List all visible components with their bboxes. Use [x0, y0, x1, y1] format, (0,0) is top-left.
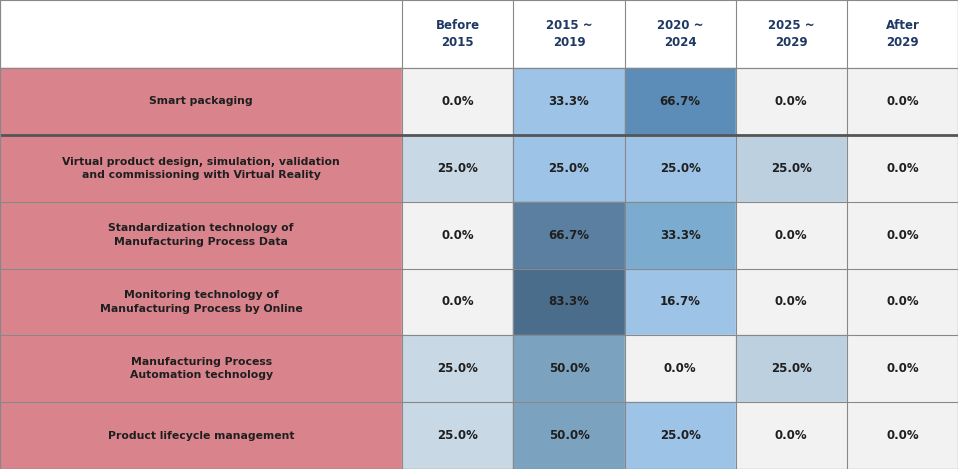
- Bar: [0, 268, 402, 335]
- Bar: [736, 135, 847, 202]
- Text: Before
2015: Before 2015: [436, 19, 480, 49]
- Bar: [0, 202, 402, 268]
- Bar: [847, 335, 958, 402]
- Bar: [402, 402, 513, 469]
- Text: 0.0%: 0.0%: [886, 228, 919, 242]
- Bar: [736, 68, 847, 135]
- Bar: [402, 335, 513, 402]
- Text: 50.0%: 50.0%: [549, 429, 589, 442]
- Text: Monitoring technology of
Manufacturing Process by Online: Monitoring technology of Manufacturing P…: [100, 290, 303, 313]
- Text: 2015 ~
2019: 2015 ~ 2019: [546, 19, 592, 49]
- Text: 0.0%: 0.0%: [775, 228, 808, 242]
- Bar: [513, 268, 625, 335]
- Bar: [0, 402, 402, 469]
- Bar: [847, 202, 958, 268]
- Text: 25.0%: 25.0%: [660, 162, 700, 175]
- Bar: [625, 268, 736, 335]
- Bar: [0, 335, 402, 402]
- Text: 0.0%: 0.0%: [442, 295, 474, 309]
- Text: 66.7%: 66.7%: [549, 228, 589, 242]
- Text: 0.0%: 0.0%: [886, 162, 919, 175]
- Text: 0.0%: 0.0%: [886, 362, 919, 375]
- Text: 0.0%: 0.0%: [664, 362, 696, 375]
- Bar: [513, 68, 625, 135]
- Text: 33.3%: 33.3%: [660, 228, 700, 242]
- Bar: [736, 268, 847, 335]
- Text: 0.0%: 0.0%: [442, 95, 474, 108]
- Text: 25.0%: 25.0%: [549, 162, 589, 175]
- Bar: [402, 135, 513, 202]
- Text: 0.0%: 0.0%: [886, 295, 919, 309]
- Text: 25.0%: 25.0%: [438, 429, 478, 442]
- Text: 16.7%: 16.7%: [660, 295, 700, 309]
- Bar: [625, 402, 736, 469]
- Text: After
2029: After 2029: [885, 19, 920, 49]
- Bar: [847, 268, 958, 335]
- Text: 2020 ~
2024: 2020 ~ 2024: [657, 19, 703, 49]
- Text: Standardization technology of
Manufacturing Process Data: Standardization technology of Manufactur…: [108, 224, 294, 247]
- Bar: [736, 202, 847, 268]
- Text: 25.0%: 25.0%: [771, 162, 811, 175]
- Text: 0.0%: 0.0%: [442, 228, 474, 242]
- Bar: [625, 135, 736, 202]
- Bar: [625, 335, 736, 402]
- Text: 25.0%: 25.0%: [771, 362, 811, 375]
- Bar: [513, 202, 625, 268]
- Bar: [402, 68, 513, 135]
- Bar: [0, 0, 958, 68]
- Bar: [847, 402, 958, 469]
- Bar: [0, 68, 402, 135]
- Bar: [847, 68, 958, 135]
- Text: 25.0%: 25.0%: [660, 429, 700, 442]
- Text: 25.0%: 25.0%: [438, 162, 478, 175]
- Bar: [513, 135, 625, 202]
- Bar: [736, 335, 847, 402]
- Text: 83.3%: 83.3%: [549, 295, 589, 309]
- Text: 0.0%: 0.0%: [775, 429, 808, 442]
- Bar: [402, 202, 513, 268]
- Text: Product lifecycle management: Product lifecycle management: [108, 431, 294, 440]
- Text: 0.0%: 0.0%: [886, 95, 919, 108]
- Bar: [847, 135, 958, 202]
- Bar: [402, 268, 513, 335]
- Text: 0.0%: 0.0%: [775, 295, 808, 309]
- Text: 0.0%: 0.0%: [775, 95, 808, 108]
- Bar: [0, 135, 402, 202]
- Text: 0.0%: 0.0%: [886, 429, 919, 442]
- Text: 33.3%: 33.3%: [549, 95, 589, 108]
- Bar: [513, 402, 625, 469]
- Bar: [513, 335, 625, 402]
- Bar: [625, 202, 736, 268]
- Text: 25.0%: 25.0%: [438, 362, 478, 375]
- Text: 2025 ~
2029: 2025 ~ 2029: [768, 19, 814, 49]
- Bar: [625, 68, 736, 135]
- Bar: [736, 402, 847, 469]
- Text: Virtual product design, simulation, validation
and commissioning with Virtual Re: Virtual product design, simulation, vali…: [62, 157, 340, 180]
- Text: 50.0%: 50.0%: [549, 362, 589, 375]
- Text: 66.7%: 66.7%: [660, 95, 700, 108]
- Text: Smart packaging: Smart packaging: [149, 97, 253, 106]
- Text: Manufacturing Process
Automation technology: Manufacturing Process Automation technol…: [129, 357, 273, 380]
